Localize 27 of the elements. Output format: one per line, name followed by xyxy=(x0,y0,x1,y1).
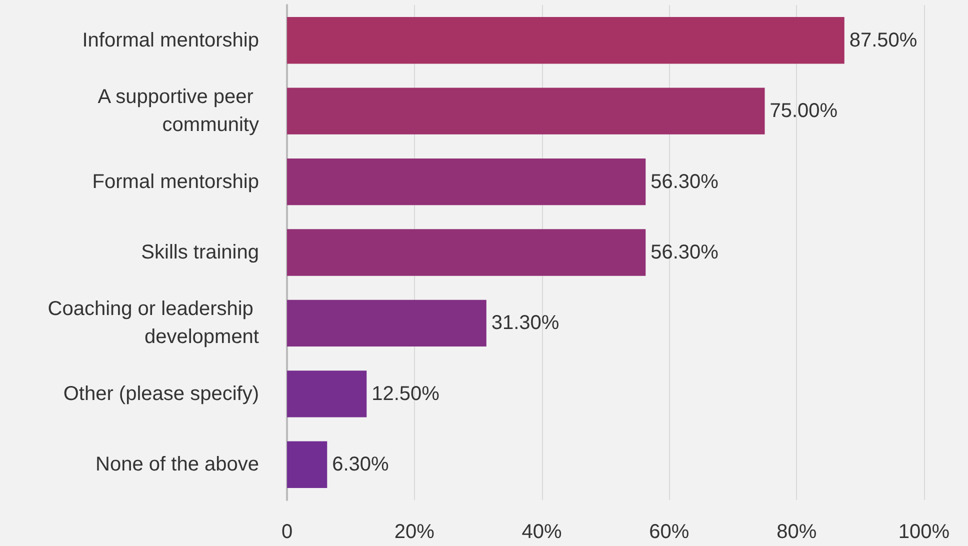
x-tick-label: 20% xyxy=(394,521,435,543)
bar xyxy=(287,17,844,64)
x-tick-label: 0 xyxy=(281,521,293,543)
y-tick-label: None of the above xyxy=(96,454,259,476)
y-tick-label: Skills training xyxy=(141,242,259,264)
bar xyxy=(287,88,765,134)
y-tick-label: A supportive peer community xyxy=(98,86,259,136)
y-tick-label: Formal mentorship xyxy=(92,170,259,193)
y-tick-label: Informal mentorship xyxy=(82,29,259,52)
y-tick-label: Coaching or leadership development xyxy=(48,298,260,348)
data-label: 56.30% xyxy=(650,170,719,193)
data-label: 87.50% xyxy=(849,29,918,52)
data-label: 6.30% xyxy=(332,454,390,476)
x-tick-label: 100% xyxy=(898,521,950,543)
bar xyxy=(287,158,646,206)
bar xyxy=(287,441,328,488)
x-tick-label: 80% xyxy=(776,521,817,543)
bar xyxy=(287,229,646,276)
y-tick-label: Other (please specify) xyxy=(63,382,259,405)
data-label: 12.50% xyxy=(372,382,440,405)
data-label: 31.30% xyxy=(491,312,560,334)
data-label: 75.00% xyxy=(770,100,838,122)
x-tick-label: 60% xyxy=(649,521,690,543)
bar xyxy=(287,300,486,347)
data-label: 56.30% xyxy=(650,242,719,264)
x-tick-label: 40% xyxy=(522,521,562,543)
bar xyxy=(287,370,367,418)
